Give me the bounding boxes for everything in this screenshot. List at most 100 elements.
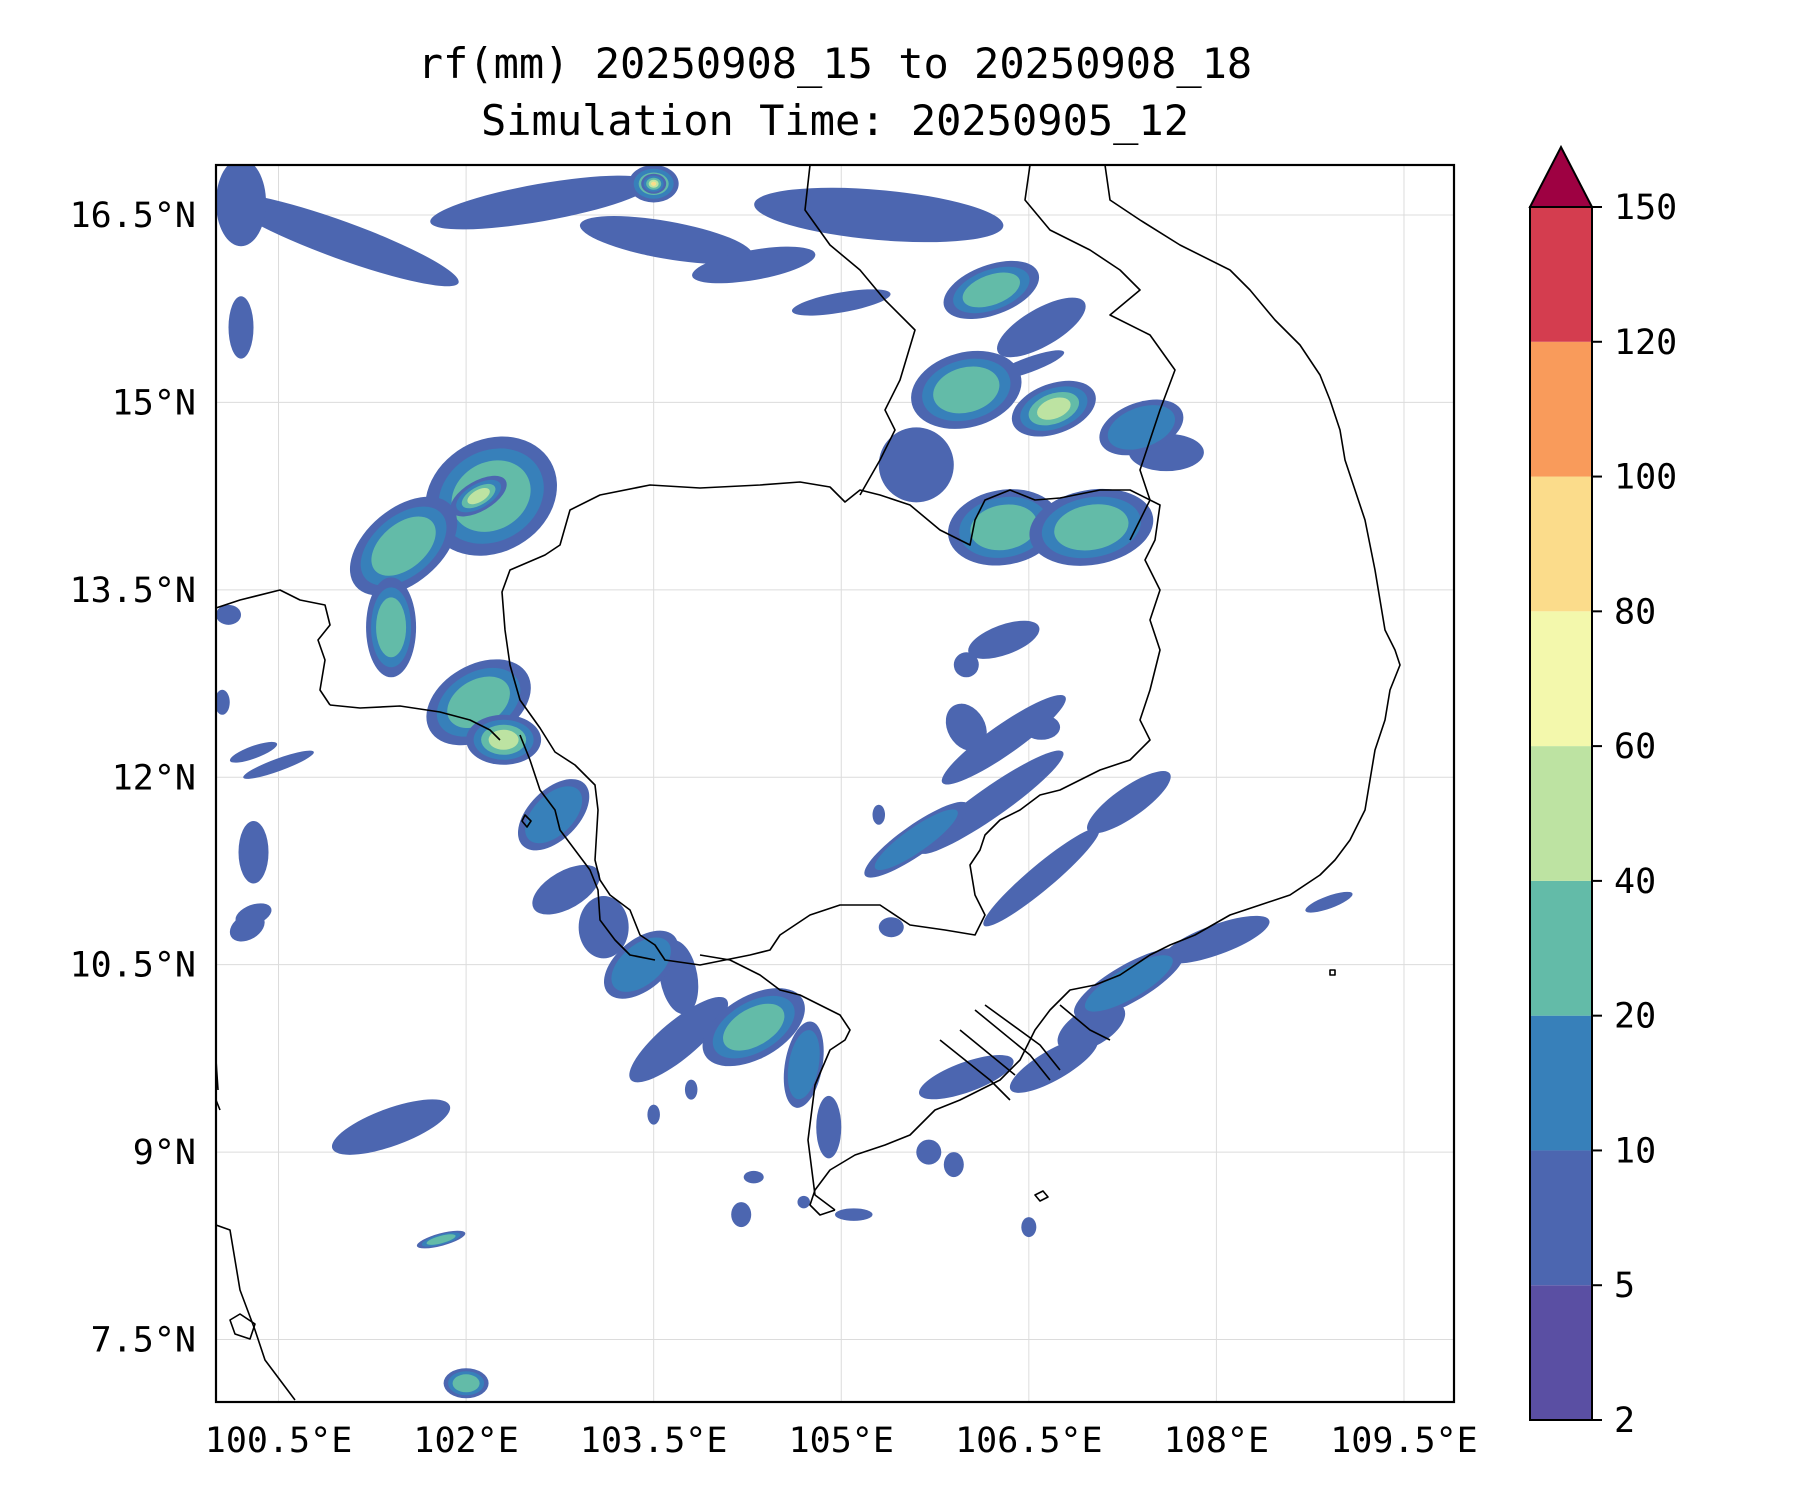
rain-cell-light <box>229 912 265 942</box>
rain-cell-light <box>629 996 729 1083</box>
map-background <box>216 165 1454 1402</box>
longitude-ticks: 100.5°E 102°E 103.5°E 105°E 106.5°E 108°E 109.… <box>205 1421 1478 1461</box>
lon-tick-label: 105°E <box>789 1421 894 1461</box>
vietnam-coastline <box>809 165 1401 1216</box>
lat-tick-label: 13.5°N <box>70 571 196 611</box>
colorbar-tick-label: 100 <box>1614 458 1677 498</box>
rain-cell-level-2 <box>447 676 510 729</box>
rain-cell-level-2 <box>962 272 1020 308</box>
lon-tick-label: 100.5°E <box>205 1421 353 1461</box>
mekong-delta-coast <box>699 954 851 1211</box>
thai-myanmar-border <box>216 589 331 706</box>
lat-tick-label: 10.5°N <box>70 946 196 986</box>
rain-cell-light <box>754 187 1004 243</box>
rain-cell-light <box>945 703 987 751</box>
rain-cell-light <box>532 864 600 915</box>
rainfall-contours <box>216 165 1353 1399</box>
rain-cell-light <box>228 296 254 359</box>
rain-cell-level-2 <box>970 504 1038 551</box>
lon-tick-label: 108°E <box>1164 1421 1269 1461</box>
rain-cell-light <box>1163 915 1270 964</box>
lon-tick-label: 106.5°E <box>955 1421 1103 1461</box>
colorbar-segment <box>1530 1150 1592 1286</box>
rain-cell-light <box>916 1139 942 1165</box>
rain-cell-level-3 <box>1037 397 1071 420</box>
rain-cell-light <box>647 1104 660 1125</box>
cambodia-border <box>501 481 1161 966</box>
rain-cell-light <box>578 895 629 959</box>
rain-cell-level-3 <box>488 729 519 750</box>
colorbar-segment <box>1530 1285 1592 1420</box>
rain-cell-level-1 <box>874 809 958 871</box>
rain-cell-light <box>943 1152 964 1178</box>
lat-tick-label: 12°N <box>112 758 196 798</box>
colorbar-tick-label: 60 <box>1614 727 1656 767</box>
rain-cell-light <box>878 427 954 503</box>
rain-cell-level-3 <box>467 487 490 505</box>
rain-cell-level-5 <box>651 181 657 186</box>
coastlines-and-borders <box>216 165 1401 1401</box>
rain-cell-light <box>331 1099 451 1155</box>
map-frame <box>214 163 1456 1404</box>
colorbar-tick-label: 5 <box>1614 1266 1635 1306</box>
rain-cell-light <box>983 828 1100 927</box>
rain-cell-light <box>797 1195 810 1209</box>
rain-cell-light <box>1022 714 1061 740</box>
mekong-channels <box>939 1004 1111 1101</box>
rain-cell-level-2 <box>371 516 436 576</box>
rain-cell-level-2 <box>933 366 1000 414</box>
rain-cell-level-1 <box>525 786 583 844</box>
islands <box>229 814 1336 1340</box>
rain-cell-light <box>238 820 269 884</box>
cambodia-gulf-coast <box>519 734 656 961</box>
rain-cell-light <box>731 1202 752 1228</box>
rain-cell-light <box>1087 771 1171 834</box>
colorbar-tick-label: 150 <box>1614 188 1677 228</box>
lat-tick-label: 9°N <box>133 1133 196 1173</box>
rain-cell-level-2 <box>426 1234 456 1245</box>
laos-vietnam-border <box>1024 165 1176 541</box>
rain-cell-light <box>430 175 653 230</box>
rain-cell-level-2 <box>376 597 407 658</box>
colorbar-tick-label: 120 <box>1614 323 1677 363</box>
rain-cell-light <box>229 741 278 763</box>
rain-cell-level-2 <box>723 1003 785 1051</box>
rain-cell-level-2 <box>1054 504 1129 551</box>
lon-tick-label: 109.5°E <box>1330 1421 1478 1461</box>
rain-cell-light <box>968 620 1040 659</box>
colorbar-tick-label: 2 <box>1614 1401 1635 1441</box>
rain-cell-level-2 <box>452 1374 480 1393</box>
colorbar-tick-label: 20 <box>1614 997 1656 1037</box>
thai-cambodia-coast-border <box>329 704 501 741</box>
colorbar-tick-label: 10 <box>1614 1131 1656 1171</box>
rain-cell-light <box>919 1054 1014 1100</box>
rain-cell-light <box>997 297 1086 358</box>
colorbar-segment <box>1530 476 1592 612</box>
rain-cell-light <box>692 246 816 284</box>
colorbar-segment <box>1530 880 1592 1016</box>
title-line-2: Simulation Time: 20250905_12 <box>481 96 1189 145</box>
colorbar-segment <box>1530 207 1592 342</box>
colorbar-tick-label: 40 <box>1614 862 1656 902</box>
colorbar-tick-label: 80 <box>1614 592 1656 632</box>
thai-laos-border <box>804 165 916 496</box>
rain-cell-light <box>791 289 891 316</box>
lon-tick-label: 102°E <box>413 1421 518 1461</box>
colorbar-segment <box>1530 611 1592 747</box>
rain-cell-light <box>223 193 459 287</box>
rain-cell-light <box>835 1208 873 1221</box>
rain-cell-light <box>243 750 314 779</box>
rain-cell-light <box>1057 1002 1126 1052</box>
rain-cell-level-1 <box>1084 955 1173 1012</box>
rain-cell-light <box>216 165 267 247</box>
rain-cell-light <box>953 652 979 678</box>
gulf-coast-west <box>216 1224 296 1401</box>
rain-cell-light <box>878 917 904 938</box>
rain-cell-level-1 <box>611 937 671 992</box>
colorbar-frame <box>1529 206 1593 1421</box>
colorbar: 2 5 10 20 40 60 80 100 120 150 <box>1528 144 1677 1441</box>
colorbar-segment <box>1530 746 1592 881</box>
rain-cell-light <box>1021 1217 1037 1238</box>
lon-tick-label: 103.5°E <box>580 1421 728 1461</box>
rain-cell-light <box>216 604 242 625</box>
